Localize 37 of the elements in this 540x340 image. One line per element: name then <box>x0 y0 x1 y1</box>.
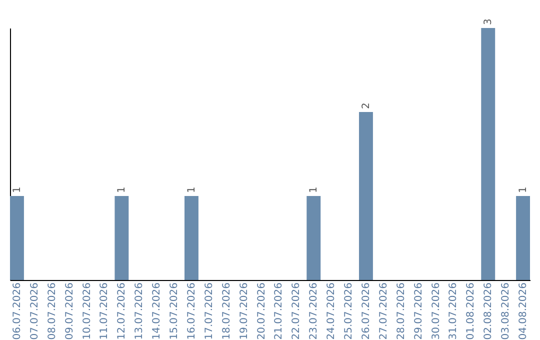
x-tick-label: 19.07.2026 <box>238 282 250 340</box>
x-tick-label: 08.07.2026 <box>46 282 58 340</box>
x-tick-label: 28.07.2026 <box>396 282 407 340</box>
x-tick-label: 22.07.2026 <box>291 282 302 340</box>
x-tick-label: 09.07.2026 <box>64 282 76 340</box>
data-label: 1 <box>308 186 320 193</box>
x-tick-label: 06.07.2026 <box>12 282 23 340</box>
x-tick-label: 29.07.2026 <box>413 282 424 340</box>
x-tick-label: 14.07.2026 <box>152 282 163 340</box>
data-label: 3 <box>483 18 494 25</box>
x-tick-label: 15.07.2026 <box>169 282 180 340</box>
x-tick-label: 17.07.2026 <box>204 282 215 340</box>
x-tick-label: 26.07.2026 <box>360 282 372 340</box>
x-tick-label: 30.07.2026 <box>430 282 442 340</box>
x-tick-label: 18.07.2026 <box>221 282 232 340</box>
x-tick-label: 16.07.2026 <box>186 282 198 340</box>
x-tick-label: 27.07.2026 <box>378 282 390 340</box>
x-tick-label: 03.08.2026 <box>500 282 512 340</box>
x-tick-label: 01.08.2026 <box>466 282 477 340</box>
x-tick-label: 20.07.2026 <box>256 282 268 340</box>
x-tick-label: 10.07.2026 <box>82 282 93 340</box>
x-tick-label: 02.08.2026 <box>483 282 494 340</box>
x-tick-label: 31.07.2026 <box>448 282 460 340</box>
data-label: 1 <box>186 186 198 193</box>
x-tick-label: 21.07.2026 <box>274 282 285 340</box>
x-tick-label: 13.07.2026 <box>134 282 146 340</box>
x-tick-label: 07.07.2026 <box>29 282 40 340</box>
x-tick-label: 24.07.2026 <box>326 282 338 340</box>
x-tick-label: 11.07.2026 <box>99 282 110 340</box>
x-tick-label: 23.07.2026 <box>308 282 320 340</box>
data-label: 1 <box>116 186 128 193</box>
x-tick-label: 12.07.2026 <box>116 282 128 340</box>
x-tick-label: 04.08.2026 <box>518 282 530 340</box>
data-label: 2 <box>360 102 372 109</box>
data-label: 1 <box>12 186 23 193</box>
x-tick-label: 25.07.2026 <box>344 282 355 340</box>
data-label: 1 <box>518 186 530 193</box>
